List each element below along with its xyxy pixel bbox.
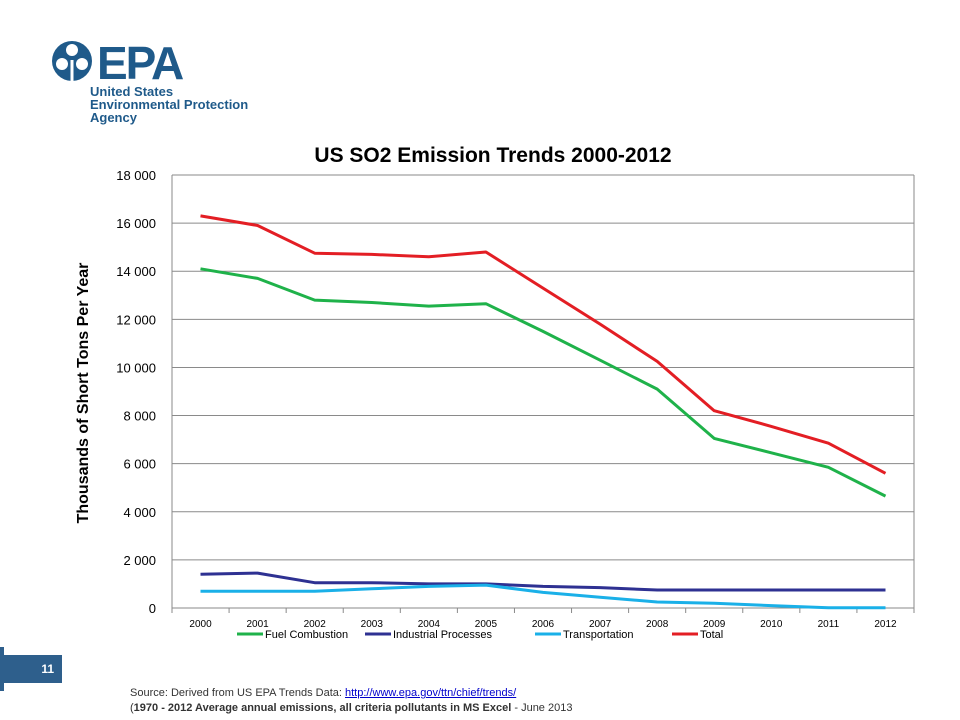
y-tick-label: 14 000 <box>116 264 156 279</box>
x-tick-label: 2007 <box>589 619 612 630</box>
legend-label-transportation: Transportation <box>563 629 634 641</box>
series-lines <box>200 214 887 610</box>
x-tick-label: 2011 <box>818 619 840 630</box>
series-line-industrial-processes <box>200 571 886 592</box>
y-tick-label: 6 000 <box>123 457 156 472</box>
chart-title: US SO2 Emission Trends 2000-2012 <box>314 144 671 167</box>
source-link[interactable]: http://www.epa.gov/ttn/chief/trends/ <box>345 687 517 699</box>
y-tick-label: 4 000 <box>123 505 156 520</box>
source-prefix: Source: Derived from US EPA Trends Data: <box>130 687 345 699</box>
page-number: 11 <box>41 662 54 676</box>
series-line-total <box>200 214 887 475</box>
x-tick-label: 2005 <box>475 619 498 630</box>
logo-line-3: Agency <box>90 110 138 125</box>
source-line: Source: Derived from US EPA Trends Data:… <box>130 686 890 701</box>
source-block: Source: Derived from US EPA Trends Data:… <box>130 686 890 716</box>
y-tick-label: 12 000 <box>116 312 156 327</box>
x-tick-label: 2001 <box>246 619 269 630</box>
y-tick-label: 2 000 <box>123 553 156 568</box>
x-tick-label: 2000 <box>189 619 212 630</box>
x-tick-label: 2008 <box>646 619 669 630</box>
logo-line-2: Environmental Protection <box>90 97 248 112</box>
y-tick-label: 0 <box>149 601 156 616</box>
grid-lines <box>171 174 915 609</box>
epa-logo: EPA United States Environmental Protecti… <box>52 38 248 125</box>
x-axis-ticks: 2000 2001 2002 2003 2004 2005 2006 2007 2008 2009… <box>171 608 915 630</box>
x-tick-label: 2002 <box>304 619 327 630</box>
epa-wordmark: EPA <box>97 38 183 89</box>
x-tick-label: 2012 <box>874 619 897 630</box>
y-tick-label: 16 000 <box>116 216 156 231</box>
y-axis-label: Thousands of Short Tons Per Year <box>75 263 92 524</box>
legend: Fuel Combustion Industrial Processes Trans… <box>237 629 723 641</box>
epa-flower-icon <box>52 41 92 81</box>
y-tick-label: 8 000 <box>123 409 156 424</box>
legend-label-industrial-processes: Industrial Processes <box>393 629 493 641</box>
legend-label-total: Total <box>700 629 723 641</box>
x-tick-label: 2004 <box>418 619 441 630</box>
logo-line-1: United States <box>90 84 173 99</box>
legend-label-fuel-combustion: Fuel Combustion <box>265 629 348 641</box>
page-number-box: 11 <box>0 647 62 691</box>
footnote-tail: - June 2013 <box>511 702 573 714</box>
footnote-line: (1970 - 2012 Average annual emissions, a… <box>130 701 890 716</box>
series-line-fuel-combustion <box>200 267 887 498</box>
x-tick-label: 2006 <box>532 619 555 630</box>
x-tick-label: 2009 <box>703 619 726 630</box>
y-tick-label: 18 000 <box>116 168 156 183</box>
footnote-bold: 1970 - 2012 Average annual emissions, al… <box>133 702 512 714</box>
x-tick-label: 2003 <box>361 619 384 630</box>
y-axis-ticks: 0 2 000 4 000 6 000 8 000 10 000 12 000 14 000 1… <box>116 168 156 616</box>
x-tick-label: 2010 <box>760 619 783 630</box>
y-tick-label: 10 000 <box>116 360 156 375</box>
footnote-open: ( <box>130 702 134 714</box>
